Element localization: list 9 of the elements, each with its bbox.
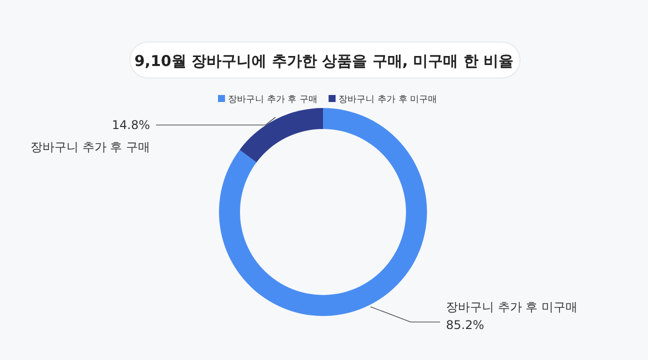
donut-slice (240, 108, 323, 162)
data-label: 14.8% (112, 118, 150, 132)
data-label: 85.2% (446, 318, 484, 332)
legend-label: 장바구니 추가 후 구매 (228, 95, 318, 105)
text: 장바구니 추가 후 미구매 (446, 300, 578, 314)
legend-label: 장바구니 추가 후 미구매 (338, 95, 438, 105)
donut-slice (219, 108, 427, 316)
text: 장바구니 추가 후 구매 (30, 140, 150, 154)
chart-title: 9,10월 장바구니에 추가한 상품을 구매, 미구매 한 비율 (134, 52, 514, 70)
